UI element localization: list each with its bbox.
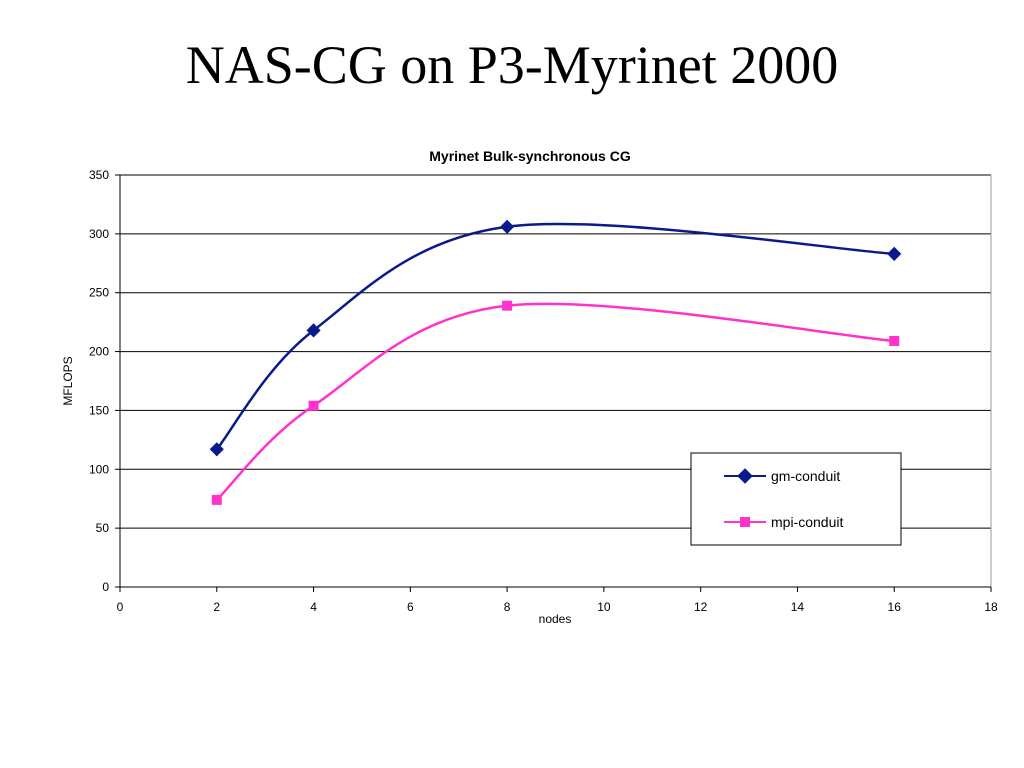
legend: gm-conduit mpi-conduit <box>690 452 902 546</box>
y-tick-label: 0 <box>102 580 109 594</box>
x-tick-label: 10 <box>597 600 611 614</box>
y-tick-label: 150 <box>89 403 109 417</box>
series-markers <box>209 219 902 505</box>
series-line-gm-conduit <box>215 222 895 451</box>
x-tick-label: 0 <box>117 600 124 614</box>
series-lines <box>215 222 895 501</box>
y-tick-label: 50 <box>96 521 110 535</box>
x-tick-label: 14 <box>791 600 805 614</box>
y-axis-title: MFLOPS <box>61 356 75 405</box>
data-point-gm-conduit <box>887 246 902 261</box>
x-axis-title: nodes <box>539 612 572 626</box>
gridlines <box>120 174 992 587</box>
data-point-mpi-conduit <box>889 335 900 346</box>
y-tick-label: 300 <box>89 227 109 241</box>
legend-label-mpi: mpi-conduit <box>771 514 843 530</box>
y-tick-label: 100 <box>89 462 109 476</box>
chart-title: Myrinet Bulk-synchronous CG <box>429 148 631 164</box>
x-tick-label: 2 <box>213 600 220 614</box>
data-point-gm-conduit <box>209 442 224 457</box>
data-point-gm-conduit <box>500 219 515 234</box>
x-tick-label: 8 <box>504 600 511 614</box>
x-tick-label: 6 <box>407 600 414 614</box>
legend-label-gm: gm-conduit <box>771 468 840 484</box>
y-tick-label: 250 <box>89 286 109 300</box>
x-tick-label: 12 <box>694 600 708 614</box>
slide-title: NAS-CG on P3-Myrinet 2000 <box>185 35 839 95</box>
x-tick-label: 4 <box>310 600 317 614</box>
y-tick-label: 200 <box>89 345 109 359</box>
x-tick-label: 16 <box>888 600 902 614</box>
legend-marker-mpi <box>740 517 750 527</box>
series-line-mpi-conduit <box>215 302 895 501</box>
legend-box <box>690 452 902 546</box>
axes <box>115 174 992 592</box>
data-point-gm-conduit <box>306 323 321 338</box>
tick-labels: 0 50 100 150 200 250 300 350 0 2 4 6 8 10 12 14 16 18 <box>89 168 998 614</box>
data-point-mpi-conduit <box>211 494 222 505</box>
data-point-mpi-conduit <box>502 300 513 311</box>
y-tick-label: 350 <box>89 168 109 182</box>
x-tick-label: 18 <box>984 600 998 614</box>
data-point-mpi-conduit <box>308 400 319 411</box>
